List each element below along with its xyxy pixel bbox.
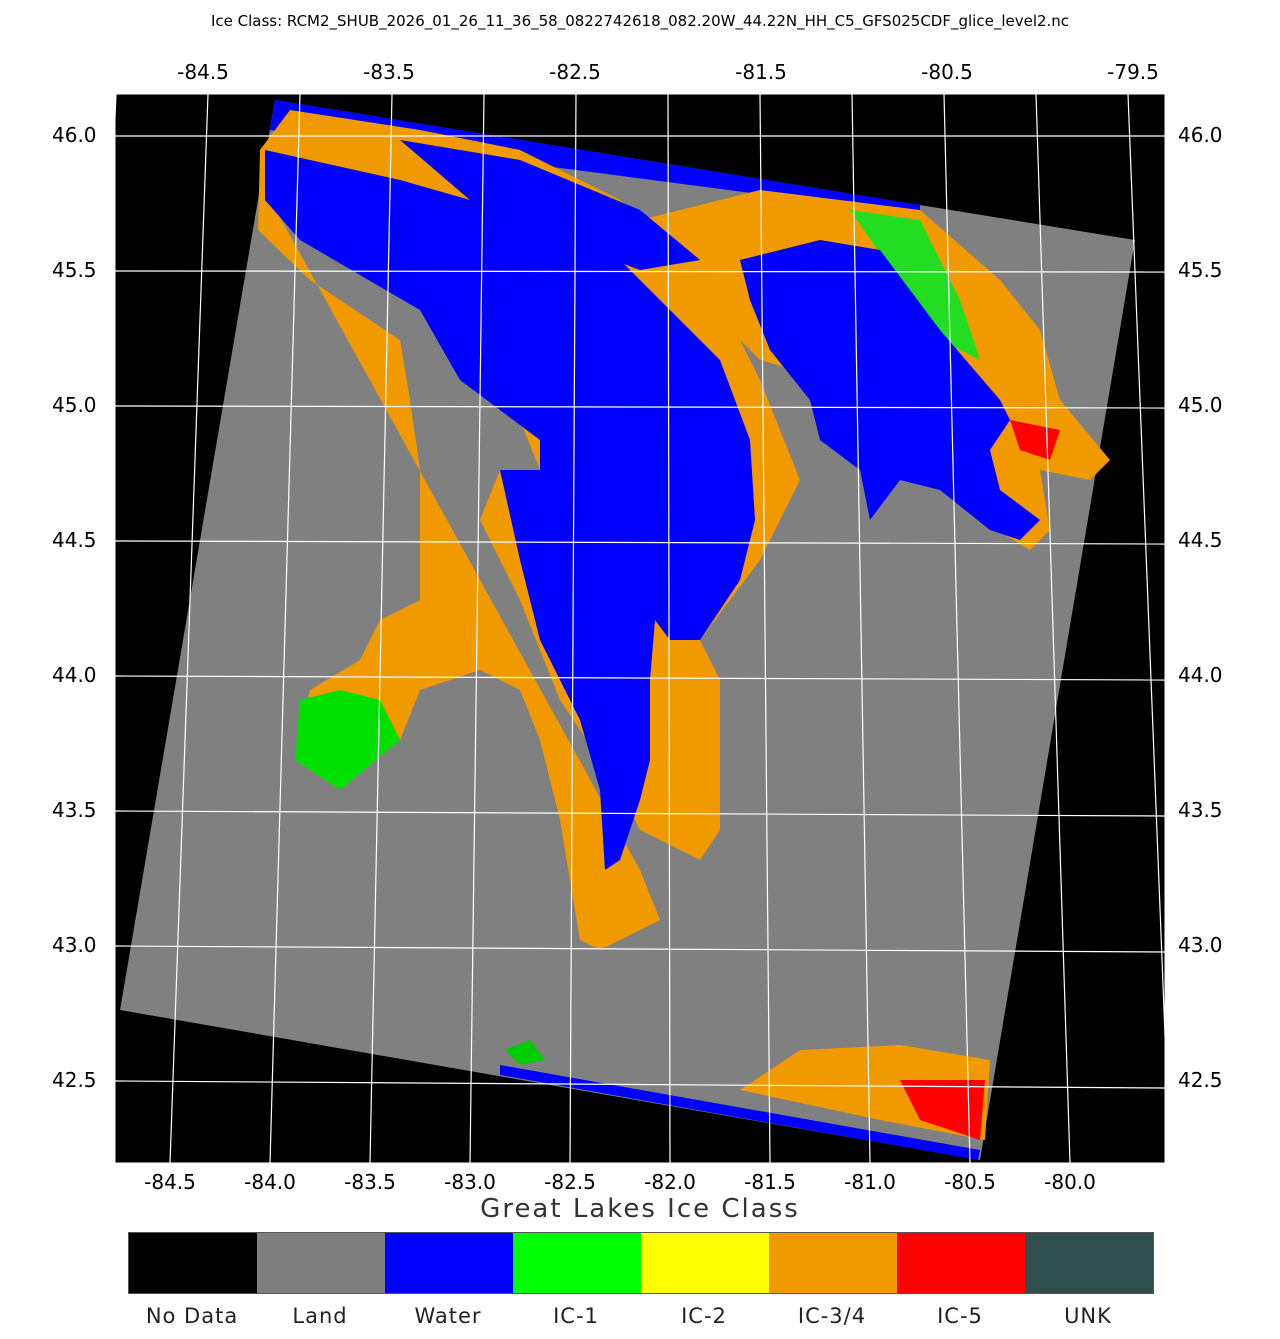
lat-tick-left: 45.0 [52,393,97,417]
parallel-line [115,540,1165,545]
parallel-line [115,675,1165,681]
legend-swatch [513,1233,641,1293]
bottom-lon-tick: -83.0 [444,1170,496,1194]
meridian-line [369,94,393,1163]
lat-tick-right: 46.0 [1178,123,1223,147]
meridian-line [667,94,671,1163]
north-channel-water [400,140,700,270]
lake-st-clair-ice [505,1040,545,1065]
top-lon-tick: -79.5 [1107,60,1159,84]
bottom-lon-tick: -83.5 [344,1170,396,1194]
colorbar-title: Great Lakes Ice Class [480,1194,800,1224]
lat-tick-left: 46.0 [52,123,97,147]
top-lon-tick: -83.5 [363,60,415,84]
legend-label: IC-1 [553,1304,599,1328]
lat-tick-left: 42.5 [52,1068,97,1092]
parallel-line [115,405,1165,409]
lat-tick-left: 43.5 [52,798,97,822]
lat-tick-left: 44.5 [52,528,97,552]
lake-erie-ice-red [900,1080,985,1140]
meridian-line [269,94,301,1163]
parallel-line [115,945,1165,953]
georgian-bay-water [740,240,1040,540]
bottom-lon-tick: -82.0 [644,1170,696,1194]
lat-tick-right: 43.0 [1178,933,1223,957]
legend-label: UNK [1064,1304,1112,1328]
map-title: Ice Class: RCM2_SHUB_2026_01_26_11_36_58… [210,12,1070,30]
parallel-line [115,270,1165,273]
bottom-lon-tick: -81.5 [744,1170,796,1194]
lat-tick-left: 44.0 [52,663,97,687]
legend-labels: No Data Land Water IC-1 IC-2 IC-3/4 IC-5 UNK [128,1304,1152,1328]
legend-swatch [385,1233,513,1293]
lake-huron-ice-green [295,690,400,790]
swath-bottom-water [500,1065,980,1160]
bottom-lon-tick: -84.5 [144,1170,196,1194]
parallel-line [115,1080,1165,1089]
bottom-lon-tick: -80.5 [944,1170,996,1194]
meridian-line [169,94,209,1163]
legend-label: No Data [145,1304,239,1328]
top-lon-tick: -84.5 [177,60,229,84]
bottom-lon-tick: -80.0 [1044,1170,1096,1194]
legend-swatch [641,1233,769,1293]
legend-label: Land [292,1304,348,1328]
parallel-line [115,810,1165,817]
legend-swatch [257,1233,385,1293]
lat-tick-left: 43.0 [52,933,97,957]
meridian-line [569,94,577,1163]
top-lon-tick: -82.5 [549,60,601,84]
top-lon-tick: -81.5 [735,60,787,84]
bottom-lon-tick: -81.0 [844,1170,896,1194]
lat-tick-right: 44.0 [1178,663,1223,687]
georgian-bay-ice-green [850,210,980,360]
lat-tick-right: 44.5 [1178,528,1223,552]
legend-label: IC-5 [937,1304,983,1328]
swath-top-water [270,100,920,215]
graticule [115,94,1165,1163]
legend-swatch [897,1233,1025,1293]
top-lon-tick: -80.5 [921,60,973,84]
ice-class-map [115,94,1165,1163]
bottom-lon-tick: -82.5 [544,1170,596,1194]
lat-tick-right: 43.5 [1178,798,1223,822]
lat-tick-right: 45.0 [1178,393,1223,417]
legend-swatch [129,1233,257,1293]
lat-tick-left: 45.5 [52,258,97,282]
lake-huron-water [265,150,755,870]
legend-swatch [769,1233,897,1293]
legend-label: IC-3/4 [797,1304,867,1328]
legend-label: Water [414,1304,482,1328]
legend-swatch [1025,1233,1153,1293]
legend-label: IC-2 [681,1304,727,1328]
lat-tick-right: 42.5 [1178,1068,1223,1092]
meridian-line [469,94,485,1163]
color-legend [128,1232,1154,1294]
lat-tick-right: 45.5 [1178,258,1223,282]
bottom-lon-tick: -84.0 [244,1170,296,1194]
